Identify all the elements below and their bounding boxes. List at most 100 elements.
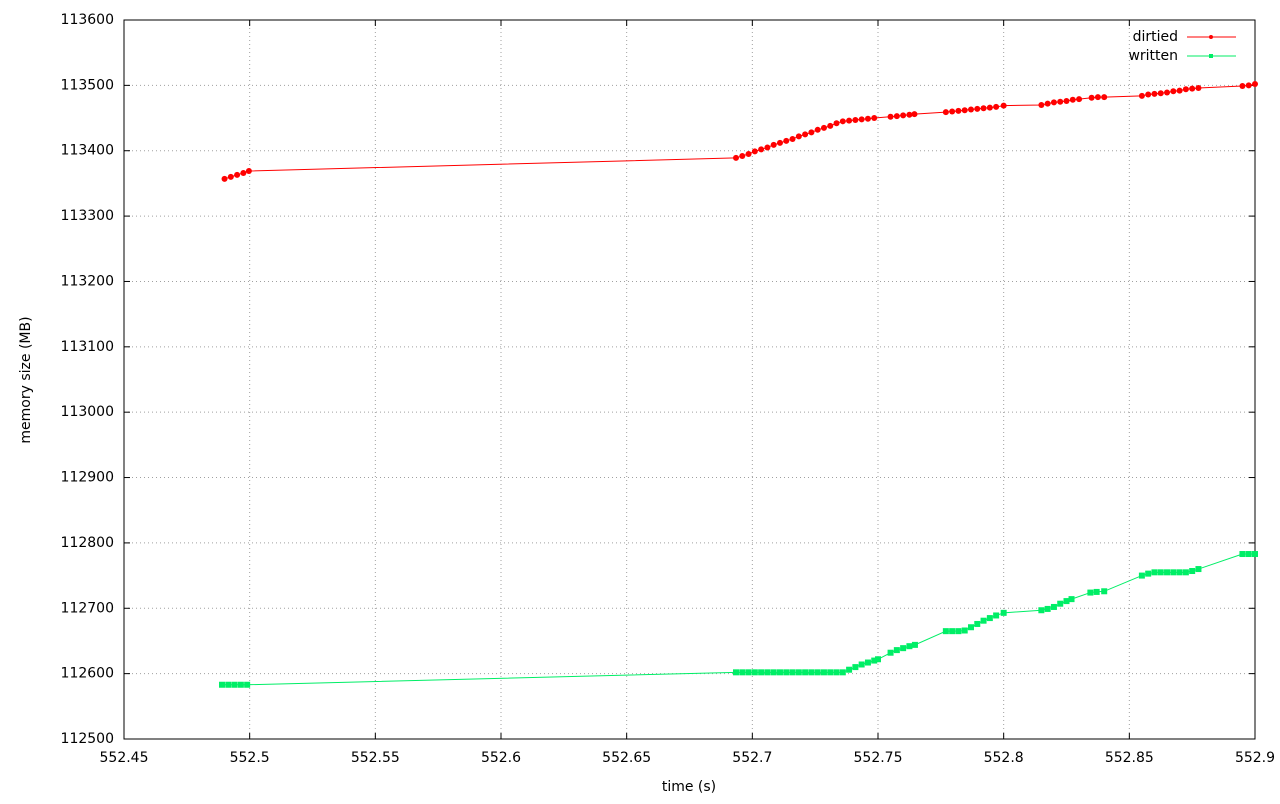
data-point <box>1145 570 1152 577</box>
x-tick-label: 552.45 <box>100 750 149 766</box>
data-point <box>1239 83 1246 90</box>
data-point <box>949 108 956 115</box>
data-point <box>980 105 987 112</box>
legend-label: dirtied <box>1133 29 1178 45</box>
y-tick-label: 112500 <box>61 731 114 747</box>
y-tick-label: 112700 <box>61 600 114 616</box>
data-point <box>1138 572 1145 579</box>
y-tick-label: 112600 <box>61 666 114 682</box>
data-point <box>887 649 894 656</box>
data-point <box>1057 600 1064 607</box>
data-point <box>1182 569 1189 576</box>
x-tick-label: 552.85 <box>1105 750 1154 766</box>
data-point <box>1170 88 1177 95</box>
data-point <box>732 669 739 676</box>
x-tick-label: 552.55 <box>351 750 400 766</box>
data-point <box>1151 569 1158 576</box>
data-point <box>839 118 846 125</box>
data-point <box>1038 101 1045 108</box>
data-point <box>732 154 739 161</box>
data-point <box>770 669 777 676</box>
x-tick-label: 552.6 <box>481 750 521 766</box>
data-point <box>967 106 974 113</box>
data-point <box>1093 588 1100 595</box>
data-point <box>751 669 758 676</box>
data-point <box>911 641 918 648</box>
legend-entry: dirtied <box>1133 29 1236 45</box>
data-point <box>1063 598 1070 605</box>
data-point <box>739 669 746 676</box>
data-point <box>993 612 1000 619</box>
legend-label: written <box>1128 48 1178 64</box>
data-point <box>906 643 913 650</box>
data-point <box>1044 100 1051 107</box>
data-point <box>1157 569 1164 576</box>
x-tick-label: 552.65 <box>602 750 651 766</box>
data-point <box>764 669 771 676</box>
data-point <box>993 103 1000 110</box>
data-point <box>906 111 913 118</box>
data-point <box>1164 569 1171 576</box>
data-point <box>942 109 949 116</box>
data-point <box>789 669 796 676</box>
data-point <box>1189 568 1196 575</box>
data-point <box>745 150 752 157</box>
data-point <box>961 107 968 114</box>
data-point <box>776 669 783 676</box>
y-tick-label: 113000 <box>61 404 114 420</box>
data-point <box>1094 94 1101 101</box>
data-point <box>852 117 859 124</box>
data-point <box>1157 90 1164 97</box>
data-point <box>961 627 968 634</box>
data-point <box>783 137 790 144</box>
data-point <box>893 113 900 120</box>
data-point <box>858 661 865 668</box>
data-point <box>231 681 238 688</box>
data-point <box>1050 603 1057 610</box>
data-point <box>1151 90 1158 97</box>
data-point <box>1050 99 1057 106</box>
data-point <box>1044 605 1051 612</box>
data-point <box>240 169 247 176</box>
data-point <box>942 628 949 635</box>
data-point <box>980 617 987 624</box>
data-point <box>808 669 815 676</box>
data-point <box>1038 607 1045 614</box>
data-point <box>1176 569 1183 576</box>
data-point <box>234 171 241 178</box>
data-point <box>1176 87 1183 94</box>
data-point <box>745 669 752 676</box>
data-point <box>739 152 746 159</box>
data-point <box>871 657 878 664</box>
data-point <box>974 620 981 627</box>
data-point <box>858 116 865 123</box>
data-point <box>227 173 234 180</box>
data-point <box>244 681 251 688</box>
y-tick-label: 113300 <box>61 208 114 224</box>
data-point <box>1145 91 1152 98</box>
data-point <box>974 105 981 112</box>
data-point <box>221 175 228 182</box>
data-point <box>1195 566 1202 573</box>
data-point <box>758 669 765 676</box>
legend-entry: written <box>1128 48 1236 64</box>
y-tick-label: 113600 <box>61 12 114 28</box>
data-point <box>1252 551 1258 558</box>
data-point <box>789 135 796 142</box>
x-tick-label: 552.5 <box>230 750 270 766</box>
data-point <box>911 111 918 118</box>
data-point <box>802 669 809 676</box>
data-point <box>219 681 226 688</box>
data-point <box>237 681 244 688</box>
data-point <box>949 628 956 635</box>
data-point <box>814 669 821 676</box>
y-tick-label: 112800 <box>61 535 114 551</box>
x-tick-label: 552.9 <box>1235 750 1275 766</box>
data-point <box>764 144 771 151</box>
legend-marker <box>1209 35 1213 39</box>
data-point <box>900 645 907 652</box>
data-point <box>795 669 802 676</box>
data-point <box>955 628 962 635</box>
data-point <box>875 656 881 663</box>
